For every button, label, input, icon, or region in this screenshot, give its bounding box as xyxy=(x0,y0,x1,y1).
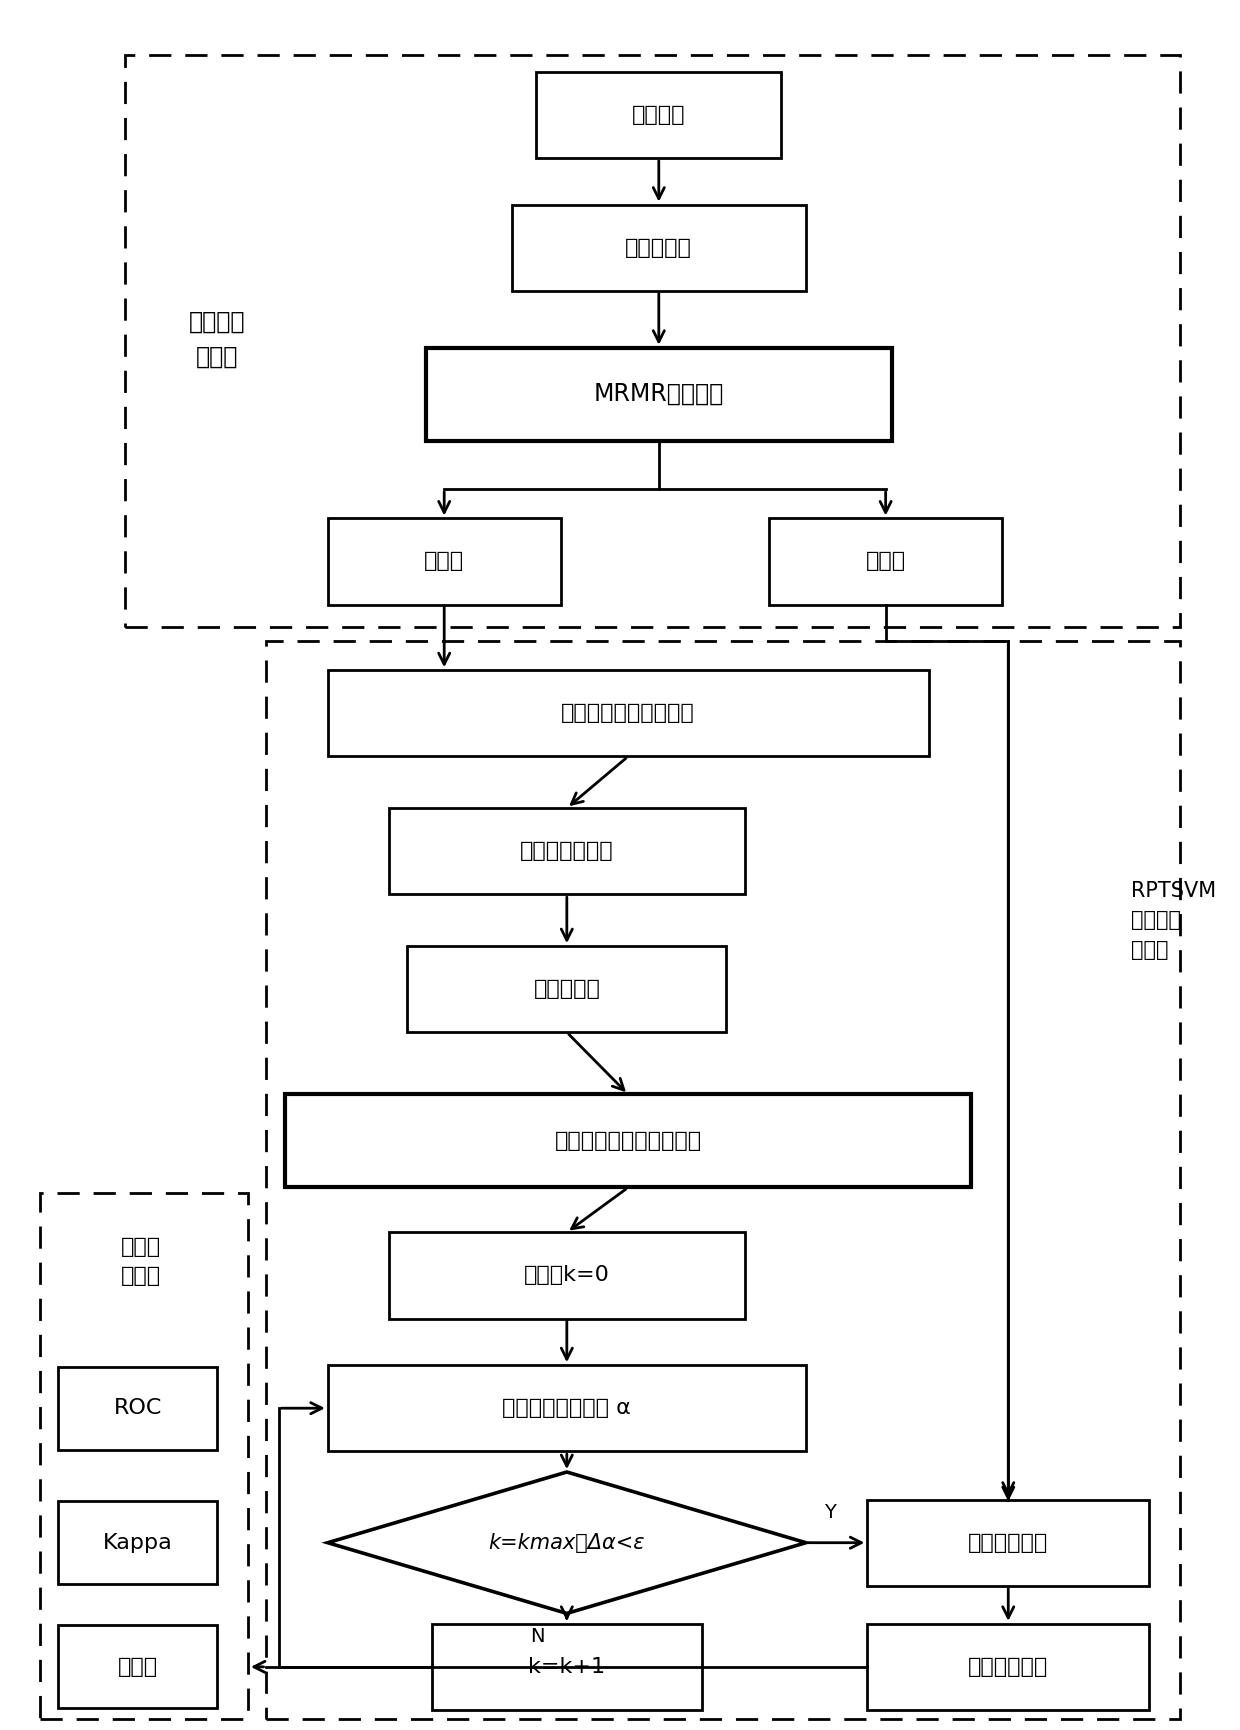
Bar xyxy=(327,1365,806,1451)
Text: 原始特征集: 原始特征集 xyxy=(625,237,692,258)
Text: 映射到高维空间: 映射到高维空间 xyxy=(520,841,614,862)
Text: RPTSVM
的暂态稳
定评估: RPTSVM 的暂态稳 定评估 xyxy=(1131,881,1216,960)
Text: 测试集: 测试集 xyxy=(866,552,905,571)
Polygon shape xyxy=(327,1472,806,1614)
Bar xyxy=(425,348,892,441)
Text: 用遗传算法进行参数选择: 用遗传算法进行参数选择 xyxy=(554,1131,702,1150)
Text: 在线评
价指标: 在线评 价指标 xyxy=(122,1237,161,1287)
Text: 初始化k=0: 初始化k=0 xyxy=(523,1265,610,1285)
Text: 响应轨迹: 响应轨迹 xyxy=(632,106,686,125)
Text: 生成训练模型: 生成训练模型 xyxy=(968,1533,1048,1554)
Text: 将稳定与不稳定类分开: 将稳定与不稳定类分开 xyxy=(562,704,694,723)
Bar xyxy=(408,946,727,1033)
Text: 原始特征
集构建: 原始特征 集构建 xyxy=(190,310,246,368)
Text: N: N xyxy=(531,1628,544,1647)
Bar xyxy=(285,1095,971,1187)
Bar xyxy=(58,1367,217,1450)
Bar xyxy=(536,71,781,157)
Text: k=kmax或Δα<ε: k=kmax或Δα<ε xyxy=(489,1533,645,1554)
Bar xyxy=(267,640,1180,1718)
Text: MRMR特征选择: MRMR特征选择 xyxy=(594,382,724,407)
Bar xyxy=(58,1502,217,1585)
Bar xyxy=(125,55,1180,626)
Bar xyxy=(389,808,745,894)
Text: 训练集: 训练集 xyxy=(424,552,464,571)
Bar xyxy=(432,1624,702,1709)
Text: Y: Y xyxy=(825,1503,836,1522)
Text: k=k+1: k=k+1 xyxy=(528,1657,605,1676)
Text: Kappa: Kappa xyxy=(103,1533,172,1554)
Text: ROC: ROC xyxy=(114,1398,162,1419)
Bar xyxy=(40,1192,248,1718)
Text: 暂态稳定评估: 暂态稳定评估 xyxy=(968,1657,1048,1676)
Bar xyxy=(389,1232,745,1318)
Bar xyxy=(512,204,806,291)
Bar xyxy=(867,1624,1149,1709)
Bar xyxy=(58,1626,217,1708)
Text: 选择核函数: 选择核函数 xyxy=(533,979,600,1000)
Text: 准确率: 准确率 xyxy=(118,1657,157,1676)
Text: 计算拉格朗日乘子 α: 计算拉格朗日乘子 α xyxy=(502,1398,631,1419)
Bar xyxy=(327,519,560,604)
Bar xyxy=(769,519,1002,604)
Bar xyxy=(327,670,929,756)
Bar xyxy=(867,1500,1149,1586)
